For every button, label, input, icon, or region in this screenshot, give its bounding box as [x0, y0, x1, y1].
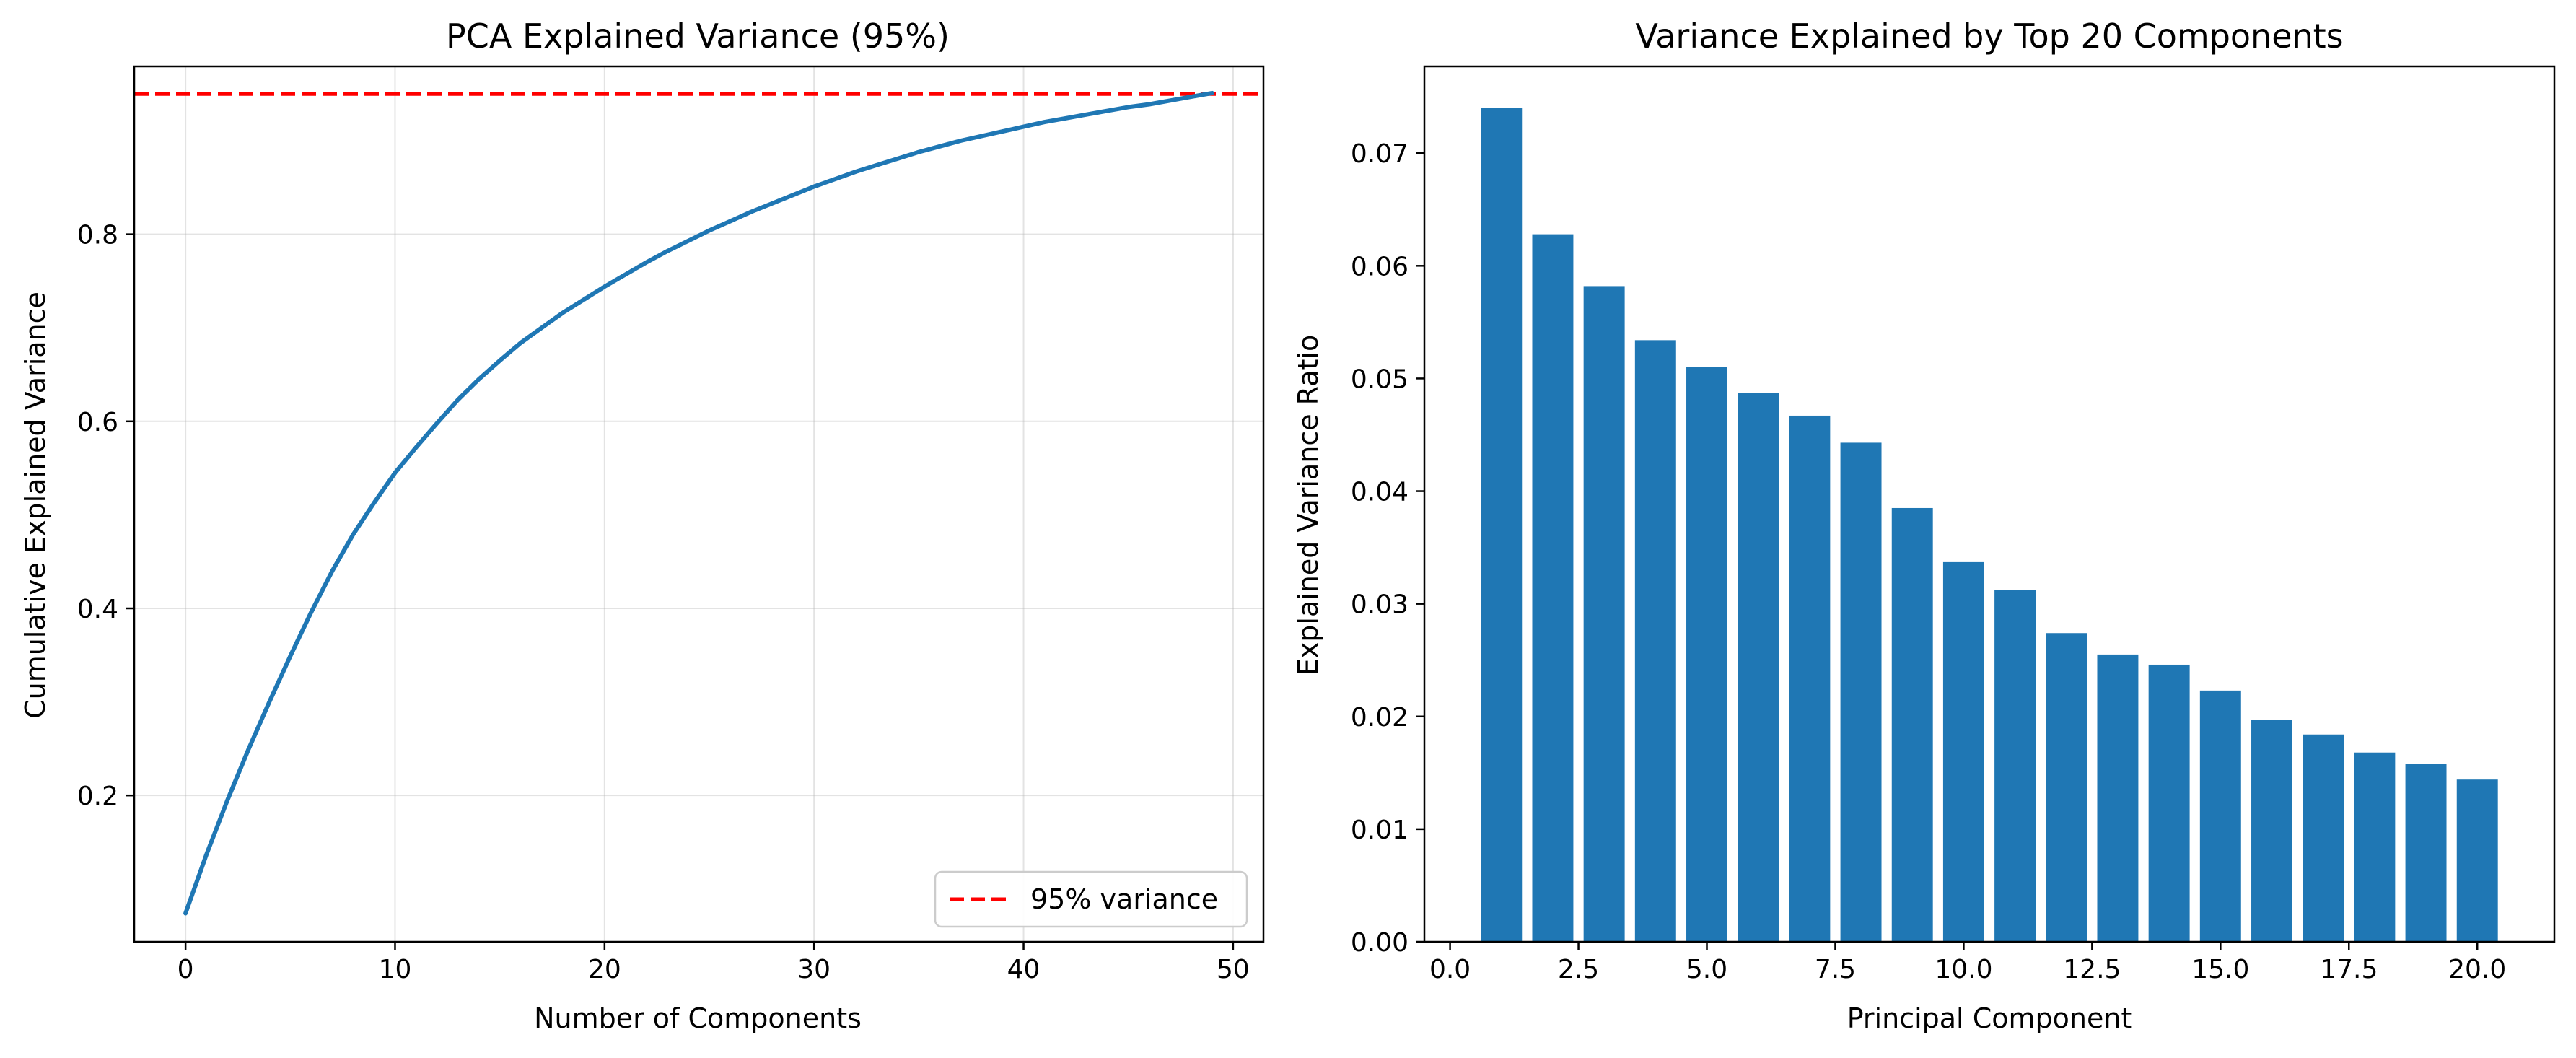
bar-component-1: [1481, 108, 1523, 942]
y-tick-label: 0.4: [77, 595, 118, 624]
bar-component-11: [1994, 590, 2036, 942]
right-bars: [1481, 108, 2498, 942]
cumulative-variance-line: [183, 90, 1214, 916]
bar-component-19: [2405, 764, 2447, 942]
bar-component-2: [1532, 234, 1574, 942]
bar-component-4: [1634, 340, 1676, 942]
bar-component-9: [1891, 507, 1933, 942]
bar-component-15: [2199, 690, 2241, 942]
x-tick-label: 20: [588, 955, 621, 984]
left-x-ticks: 0 10 20 30 40 50: [178, 942, 1250, 984]
bar-component-12: [2046, 633, 2087, 942]
y-tick-label: 0.02: [1351, 703, 1409, 733]
legend-label: 95% variance: [1030, 883, 1218, 915]
x-tick-label: 7.5: [1815, 955, 1856, 984]
left-x-axis-label: Number of Components: [534, 1002, 862, 1034]
y-tick-label: 0.8: [77, 221, 118, 250]
bar-component-16: [2251, 720, 2292, 942]
x-tick-label: 0.0: [1429, 955, 1471, 984]
x-tick-label: 12.5: [2063, 955, 2121, 984]
x-tick-label: 50: [1217, 955, 1250, 984]
legend: 95% variance: [934, 870, 1248, 928]
bar-component-13: [2097, 654, 2139, 942]
x-tick-label: 10.0: [1935, 955, 1992, 984]
bar-component-6: [1738, 393, 1779, 942]
bar-component-7: [1789, 415, 1831, 942]
x-tick-label: 30: [797, 955, 831, 984]
right-x-axis-label: Principal Component: [1847, 1002, 2132, 1034]
left-chart: PCA Explained Variance (95%) 0 10 20 30 40 50…: [19, 17, 1265, 1034]
bar-component-3: [1583, 286, 1625, 942]
x-tick-label: 15.0: [2191, 955, 2249, 984]
x-tick-label: 2.5: [1558, 955, 1599, 984]
legend-box: [934, 870, 1248, 928]
right-y-axis-label: Explained Variance Ratio: [1292, 335, 1324, 676]
left-grid: [134, 66, 1263, 942]
right-chart-title: Variance Explained by Top 20 Components: [1635, 17, 2343, 56]
right-y-ticks: 0.00 0.01 0.02 0.03 0.04 0.05 0.06 0.07: [1351, 139, 1424, 958]
bar-component-5: [1686, 367, 1727, 942]
y-tick-label: 0.01: [1351, 816, 1409, 845]
bar-component-17: [2303, 734, 2344, 942]
x-tick-label: 0: [178, 955, 194, 984]
y-tick-label: 0.00: [1351, 928, 1409, 958]
right-chart: Variance Explained by Top 20 Components …: [1292, 17, 2556, 1034]
y-tick-label: 0.6: [77, 408, 118, 437]
left-chart-title: PCA Explained Variance (95%): [446, 17, 950, 56]
left-y-axis-label: Cumulative Explained Variance: [19, 292, 51, 719]
x-tick-label: 40: [1007, 955, 1041, 984]
bar-component-18: [2354, 752, 2396, 942]
y-tick-label: 0.03: [1351, 590, 1409, 620]
x-tick-label: 20.0: [2448, 955, 2506, 984]
x-tick-label: 5.0: [1686, 955, 1727, 984]
bar-component-20: [2456, 779, 2498, 942]
y-tick-label: 0.04: [1351, 478, 1409, 507]
bar-component-10: [1942, 561, 1984, 942]
right-x-ticks: 0.0 2.5 5.0 7.5 10.0 12.5 15.0 17.5 20.0: [1429, 942, 2506, 984]
left-y-ticks: 0.2 0.4 0.6 0.8: [77, 221, 134, 811]
y-tick-label: 0.07: [1351, 139, 1409, 169]
bar-component-14: [2148, 664, 2190, 942]
left-plot-frame: [133, 65, 1265, 943]
right-plot-frame: [1423, 65, 2556, 943]
y-tick-label: 0.2: [77, 782, 118, 811]
bar-component-8: [1840, 442, 1882, 942]
y-tick-label: 0.06: [1351, 252, 1409, 281]
x-tick-label: 17.5: [2320, 955, 2378, 984]
x-tick-label: 10: [379, 955, 412, 984]
y-tick-label: 0.05: [1351, 364, 1409, 394]
